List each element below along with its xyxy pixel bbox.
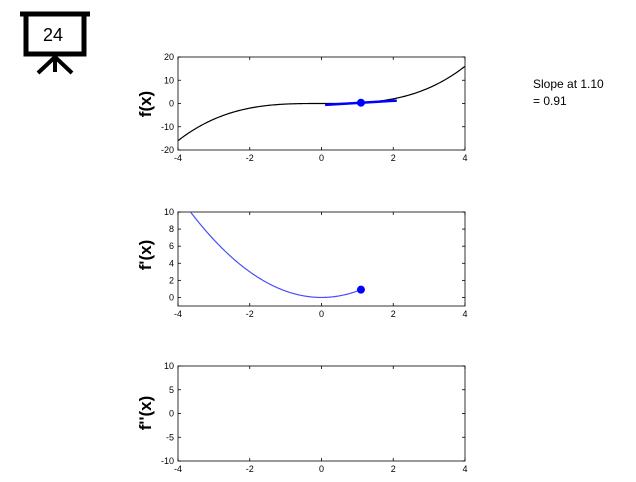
- x-tick-label: 2: [391, 309, 396, 319]
- fprime-ylabel: f'(x): [136, 240, 155, 270]
- plot-area: [178, 65, 465, 142]
- x-tick-label: 0: [319, 309, 324, 319]
- y-tick-label: 0: [169, 409, 174, 419]
- y-tick-label: -10: [161, 456, 174, 466]
- x-tick-label: -4: [174, 153, 182, 163]
- x-tick-label: 0: [319, 153, 324, 163]
- x-tick-label: 4: [462, 464, 467, 474]
- y-tick-label: 10: [164, 207, 174, 217]
- plot-area: [189, 212, 362, 299]
- y-tick-label: 0: [169, 292, 174, 302]
- y-tick-label: 0: [169, 99, 174, 109]
- fdoubleprime-chart: f''(x) -4 -2 0 2 4 10 5 0 -5 -10: [136, 361, 468, 474]
- y-tick-label: 5: [169, 385, 174, 395]
- y-tick-label: 4: [169, 258, 174, 268]
- y-tick-label: -10: [161, 122, 174, 132]
- x-tick-label: -4: [174, 309, 182, 319]
- fprime-chart: f'(x) -4 -2 0 2 4 10 8 6 4 2 0: [136, 207, 468, 319]
- fprime-point-marker: [356, 285, 365, 294]
- f-ylabel: f(x): [136, 91, 155, 117]
- presentation-board-icon: 24: [20, 11, 90, 75]
- axes-frame: [177, 211, 466, 307]
- y-tick-label: 2: [169, 275, 174, 285]
- y-tick-label: 20: [164, 52, 174, 62]
- x-tick-label: -4: [174, 464, 182, 474]
- x-tick-label: -2: [246, 309, 254, 319]
- y-tick-label: 10: [164, 75, 174, 85]
- fdoubleprime-ylabel: f''(x): [136, 396, 155, 431]
- y-tick-label: 6: [169, 241, 174, 251]
- slope-annotation-line2: = 0.91: [533, 94, 567, 108]
- y-tick-label: 8: [169, 224, 174, 234]
- x-tick-label: 0: [319, 464, 324, 474]
- x-tick-label: 4: [462, 309, 467, 319]
- x-tick-label: 2: [391, 153, 396, 163]
- y-tick-label: 10: [164, 361, 174, 371]
- y-tick-label: -20: [161, 145, 174, 155]
- slope-annotation: Slope at 1.10 = 0.91: [533, 76, 604, 110]
- f-point-marker: [356, 98, 365, 107]
- f-curve-line: [178, 65, 465, 142]
- badge-number: 24: [43, 25, 63, 45]
- x-tick-label: 4: [462, 153, 467, 163]
- x-tick-label: -2: [246, 464, 254, 474]
- axes-frame: [177, 365, 466, 462]
- fprime-curve-line: [189, 212, 362, 299]
- x-tick-label: -2: [246, 153, 254, 163]
- x-tick-label: 2: [391, 464, 396, 474]
- y-tick-label: -5: [166, 432, 174, 442]
- slope-annotation-line1: Slope at 1.10: [533, 77, 604, 91]
